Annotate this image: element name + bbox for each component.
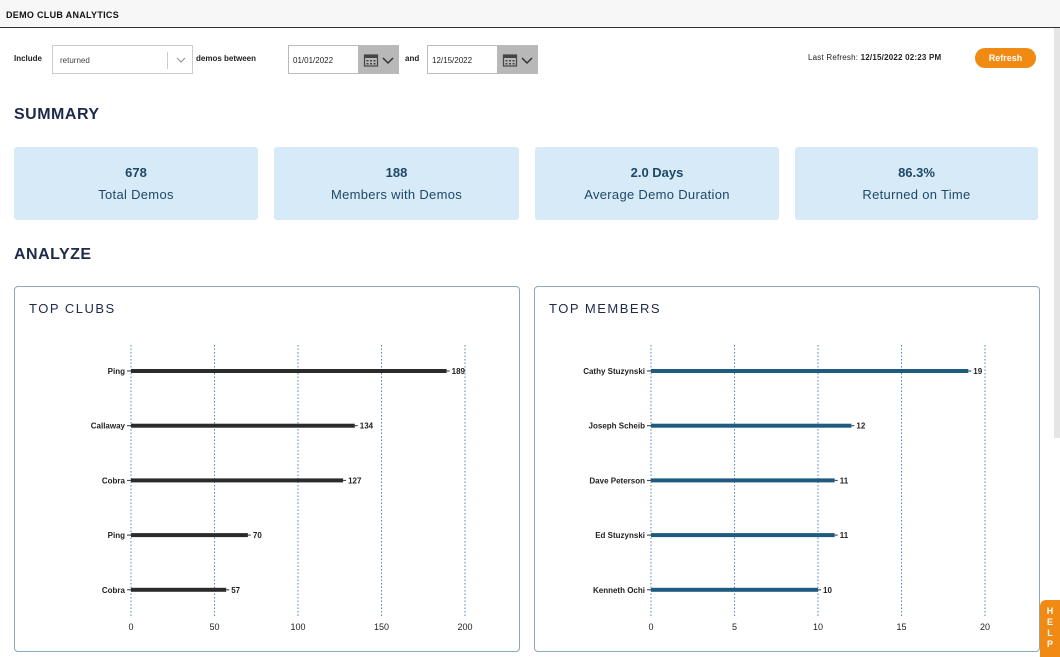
bar <box>131 423 355 428</box>
category-label: Ping <box>108 531 125 540</box>
category-label: Dave Peterson <box>589 476 645 485</box>
include-select-value: returned <box>60 56 90 65</box>
x-tick-label: 5 <box>732 622 737 632</box>
card-value: 678 <box>125 165 147 180</box>
summary-card-returned-on-time: 86.3% Returned on Time <box>795 147 1038 220</box>
top-members-chart: 0 5 10 15 20 Cathy Stuzynski 19 Joseph Scheib 12… <box>583 345 990 632</box>
bar <box>651 369 969 373</box>
bar <box>651 533 835 538</box>
category-label: Joseph Scheib <box>589 422 646 431</box>
bar <box>131 587 227 592</box>
x-tick-label: 20 <box>980 622 990 632</box>
card-label: Members with Demos <box>330 187 463 202</box>
x-tick-label: 15 <box>896 622 906 632</box>
help-label: HELP <box>1046 606 1054 649</box>
card-label: Returned on Time <box>862 187 971 202</box>
include-select[interactable]: returned <box>52 45 193 74</box>
top-clubs-chart: 0 50 100 150 200 Ping 189 Callaway 134 Cobra 127 Pi… <box>91 345 473 632</box>
start-date-picker-button[interactable] <box>358 46 399 73</box>
category-label: Cobra <box>102 586 126 595</box>
top-clubs-panel: TOP CLUBS 0 50 100 150 200 Ping 189 Callaway 134… <box>14 286 520 652</box>
bar <box>131 478 344 483</box>
select-divider <box>167 52 168 69</box>
app-title: DEMO CLUB ANALYTICS <box>6 10 120 20</box>
chevron-down-icon <box>382 57 394 65</box>
category-label: Callaway <box>91 422 126 431</box>
and-label: and <box>405 54 420 63</box>
summary-card-total-demos: 678 Total Demos <box>14 147 258 220</box>
data-label: 19 <box>973 367 982 376</box>
x-tick-label: 100 <box>290 622 305 632</box>
bar <box>131 533 248 538</box>
analyze-title: ANALYZE <box>14 246 92 263</box>
card-label: Total Demos <box>98 187 174 202</box>
app-header: DEMO CLUB ANALYTICS <box>0 0 1060 28</box>
help-tab[interactable]: HELP <box>1040 600 1060 657</box>
end-date-value: 12/15/2022 <box>432 56 473 65</box>
start-date-field[interactable]: 01/01/2022 <box>288 45 399 74</box>
summary-card-average-demo-duration: 2.0 Days Average Demo Duration <box>535 147 779 220</box>
data-label: 70 <box>253 531 262 540</box>
last-refresh-info: Last Refresh: 12/15/2022 02:23 PM <box>808 53 941 62</box>
data-label: 12 <box>856 422 865 431</box>
calendar-icon <box>363 54 379 67</box>
bar <box>651 478 835 483</box>
bar <box>651 587 818 592</box>
summary-card-members-with-demos: 188 Members with Demos <box>274 147 519 220</box>
chart-title: TOP CLUBS <box>29 301 116 316</box>
category-label: Cobra <box>102 476 126 485</box>
calendar-icon <box>502 54 518 67</box>
bar <box>651 423 852 428</box>
x-tick-label: 0 <box>128 622 133 632</box>
x-tick-label: 150 <box>374 622 389 632</box>
card-value: 86.3% <box>898 165 935 180</box>
end-date-picker-button[interactable] <box>497 46 538 73</box>
category-label: Ed Stuzynski <box>595 531 645 540</box>
top-members-panel: TOP MEMBERS 0 5 10 15 20 Cathy Stuzynski 19 Jos… <box>534 286 1040 652</box>
data-label: 11 <box>840 531 849 540</box>
category-label: Ping <box>108 367 125 376</box>
end-date-field[interactable]: 12/15/2022 <box>427 45 538 74</box>
chevron-down-icon[interactable] <box>173 52 189 68</box>
data-label: 189 <box>452 367 466 376</box>
last-refresh-label: Last Refresh: <box>808 53 859 62</box>
card-label: Average Demo Duration <box>584 187 730 202</box>
start-date-value: 01/01/2022 <box>293 56 334 65</box>
include-label: Include <box>14 54 43 63</box>
data-label: 10 <box>823 586 832 595</box>
card-value: 188 <box>385 165 408 180</box>
chevron-down-icon <box>521 57 533 65</box>
page-scrollbar[interactable] <box>1054 28 1060 438</box>
last-refresh-value: 12/15/2022 02:23 PM <box>860 53 942 62</box>
summary-title: SUMMARY <box>14 106 100 123</box>
x-tick-label: 0 <box>648 622 653 632</box>
bar <box>131 369 447 373</box>
data-label: 11 <box>840 476 849 485</box>
data-label: 134 <box>360 422 374 431</box>
category-label: Kenneth Ochi <box>593 586 645 595</box>
x-tick-label: 10 <box>813 622 823 632</box>
refresh-button[interactable]: Refresh <box>975 48 1036 68</box>
data-label: 127 <box>348 476 362 485</box>
x-tick-label: 50 <box>209 622 219 632</box>
chart-title: TOP MEMBERS <box>549 301 662 316</box>
category-label: Cathy Stuzynski <box>583 367 645 376</box>
x-tick-label: 200 <box>457 622 472 632</box>
card-value: 2.0 Days <box>630 165 684 180</box>
data-label: 57 <box>231 586 240 595</box>
demos-between-label: demos between <box>196 54 257 63</box>
